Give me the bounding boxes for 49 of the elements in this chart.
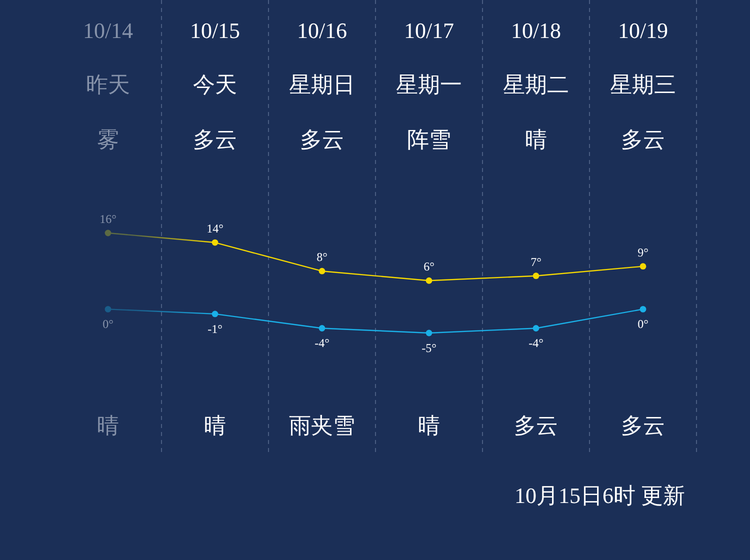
text: 星期二	[503, 72, 569, 97]
text: 晴	[97, 413, 119, 438]
point	[104, 306, 112, 312]
text: 多云	[514, 413, 558, 438]
text: 今天	[193, 72, 237, 97]
point	[532, 272, 540, 280]
text: 多云	[193, 127, 237, 152]
text: 阵雪	[407, 127, 451, 152]
point	[212, 239, 218, 246]
text: 晴	[525, 127, 547, 152]
text: 10月15日6时 更新	[514, 483, 685, 508]
data-label: -5°	[422, 341, 437, 355]
point	[104, 230, 112, 236]
data-label: 16°	[100, 212, 117, 226]
data-label: 6°	[424, 260, 435, 274]
point	[212, 310, 218, 318]
x-tick-label: 10/17	[404, 18, 454, 43]
x-tick-label: 10/16	[296, 18, 348, 43]
text: 星期日	[289, 72, 355, 97]
data-label: -4°	[314, 336, 330, 350]
text: 星期一	[396, 72, 462, 97]
x-tick-label: 10/19	[618, 18, 668, 43]
text: 雾	[97, 127, 119, 152]
data-label: -4°	[528, 336, 544, 350]
data-label: 0°	[638, 317, 649, 332]
x-tick-label: 10/15	[190, 18, 240, 43]
x-tick-label: 10/14	[82, 18, 134, 43]
data-label: 8°	[316, 250, 328, 264]
x-tick-label: 10/18	[510, 18, 562, 43]
data-label: 7°	[530, 254, 542, 269]
point	[532, 325, 540, 332]
text: 晴	[418, 413, 440, 438]
text: 雨夹雪	[289, 413, 355, 438]
point	[318, 325, 326, 332]
text: 星期三	[610, 72, 676, 97]
text: 多云	[300, 127, 344, 152]
point	[318, 268, 326, 274]
point	[640, 306, 646, 312]
point	[640, 263, 646, 270]
data-label: 9°	[638, 245, 649, 260]
data-label: -1°	[208, 322, 223, 336]
text: 晴	[204, 413, 226, 438]
data-label: 14°	[206, 222, 224, 236]
point	[426, 330, 432, 336]
text: 多云	[621, 127, 665, 152]
text: 昨天	[86, 72, 130, 97]
text: 多云	[621, 413, 665, 438]
data-label: 0°	[102, 317, 114, 332]
point	[426, 277, 432, 284]
